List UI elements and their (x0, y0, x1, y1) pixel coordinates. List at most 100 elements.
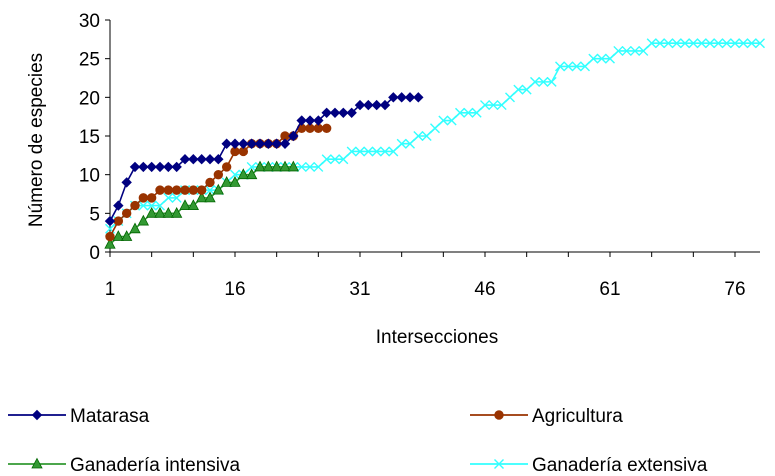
data-point-series-4 (138, 200, 149, 211)
data-point-series-3 (154, 206, 166, 218)
data-point-series-4 (696, 38, 707, 49)
data-point-series-4 (413, 131, 424, 141)
data-point-series-1 (363, 99, 374, 111)
data-point-series-3 (204, 191, 216, 203)
data-point-series-2 (105, 231, 115, 242)
data-point-series-4 (313, 161, 324, 172)
data-point-series-4 (346, 146, 357, 157)
data-point-series-3 (212, 183, 224, 195)
legend-item-3: Ganadería intensiva (8, 455, 240, 476)
data-point-series-4 (396, 138, 407, 149)
legend: Matarasa Agricultura Ganadería intensiva Ga… (8, 406, 708, 476)
data-point-series-4 (246, 161, 257, 172)
data-point-series-1 (388, 92, 399, 103)
data-point-series-1 (146, 161, 157, 173)
data-point-series-4 (630, 45, 640, 56)
data-point-series-4 (663, 38, 674, 49)
data-point-series-4 (613, 45, 624, 56)
data-point-series-4 (155, 200, 165, 211)
y-tick-label: 30 (79, 11, 100, 32)
y-tick-label: 10 (79, 166, 100, 187)
data-point-series-3 (262, 160, 274, 172)
data-point-series-1 (379, 99, 391, 111)
legend-marker (31, 457, 43, 469)
data-point-series-1 (279, 138, 291, 149)
legend-item-2: Agricultura (470, 406, 623, 427)
data-point-series-1 (238, 138, 249, 149)
data-point-series-4 (513, 84, 524, 95)
data-point-series-1 (138, 161, 149, 173)
data-point-series-1 (221, 138, 232, 149)
data-point-series-4 (430, 123, 440, 134)
data-point-series-4 (205, 185, 215, 196)
data-point-series-3 (171, 206, 183, 218)
data-point-series-4 (705, 38, 715, 49)
x-tick-label: 31 (349, 279, 370, 300)
data-point-series-1 (321, 107, 332, 119)
data-point-series-2 (321, 123, 332, 133)
legend-item-1: Matarasa (8, 406, 150, 427)
data-point-series-4 (455, 107, 465, 118)
data-point-series-1 (163, 161, 174, 173)
legend-marker (494, 410, 504, 420)
data-point-series-4 (680, 38, 690, 49)
data-point-series-2 (121, 208, 132, 219)
data-point-series-3 (187, 199, 199, 211)
data-point-series-3 (121, 230, 133, 241)
data-point-series-1 (304, 115, 316, 126)
data-point-series-1 (338, 107, 349, 119)
data-point-series-4 (496, 100, 507, 111)
data-point-series-4 (296, 161, 307, 172)
data-point-series-1 (296, 115, 307, 126)
data-point-series-4 (380, 146, 390, 157)
data-point-series-1 (354, 99, 366, 111)
data-point-series-1 (204, 153, 216, 165)
data-point-series-3 (221, 176, 233, 187)
data-point-series-4 (505, 92, 515, 103)
data-point-series-1 (246, 138, 257, 149)
x-axis-title: Intersecciones (376, 327, 499, 348)
data-point-series-4 (371, 146, 382, 157)
data-point-series-2 (146, 193, 157, 203)
data-point-series-2 (188, 185, 199, 195)
data-point-series-4 (488, 100, 499, 111)
data-point-series-4 (688, 38, 699, 49)
data-point-series-4 (355, 146, 365, 157)
data-point-series-3 (229, 176, 241, 187)
data-point-series-4 (605, 53, 615, 64)
data-point-series-3 (196, 191, 208, 203)
data-point-series-1 (413, 92, 424, 103)
data-point-series-4 (530, 76, 540, 87)
y-tick-label: 25 (79, 50, 100, 71)
data-point-series-2 (138, 193, 149, 203)
data-point-series-4 (405, 138, 415, 149)
data-point-series-1 (129, 161, 141, 173)
plot-area: 0 5 10 15 20 25 30 1 16 31 46 61 76 (79, 11, 765, 300)
data-point-series-2 (130, 200, 140, 211)
data-point-series-4 (746, 38, 757, 49)
data-point-series-3 (146, 206, 158, 218)
data-point-series-4 (171, 192, 182, 203)
x-tick-label: 61 (599, 279, 620, 300)
data-point-series-4 (146, 200, 157, 211)
data-point-series-1 (404, 92, 416, 103)
data-point-series-1 (346, 107, 357, 119)
data-point-series-1 (229, 138, 241, 149)
data-point-series-2 (155, 185, 165, 195)
data-point-series-4 (738, 38, 749, 49)
data-point-series-3 (129, 222, 141, 234)
data-point-series-4 (330, 154, 340, 165)
legend-marker (31, 409, 43, 421)
data-point-series-1 (396, 92, 407, 103)
data-point-series-1 (271, 138, 282, 149)
data-point-series-4 (596, 53, 607, 64)
data-point-series-1 (188, 153, 199, 165)
legend-marker (494, 459, 504, 469)
data-point-series-1 (313, 115, 324, 126)
data-point-series-3 (104, 237, 116, 249)
data-point-series-4 (730, 38, 740, 49)
x-tick-label: 76 (724, 279, 745, 300)
y-tick-label: 0 (89, 243, 100, 264)
data-point-series-4 (655, 38, 665, 49)
